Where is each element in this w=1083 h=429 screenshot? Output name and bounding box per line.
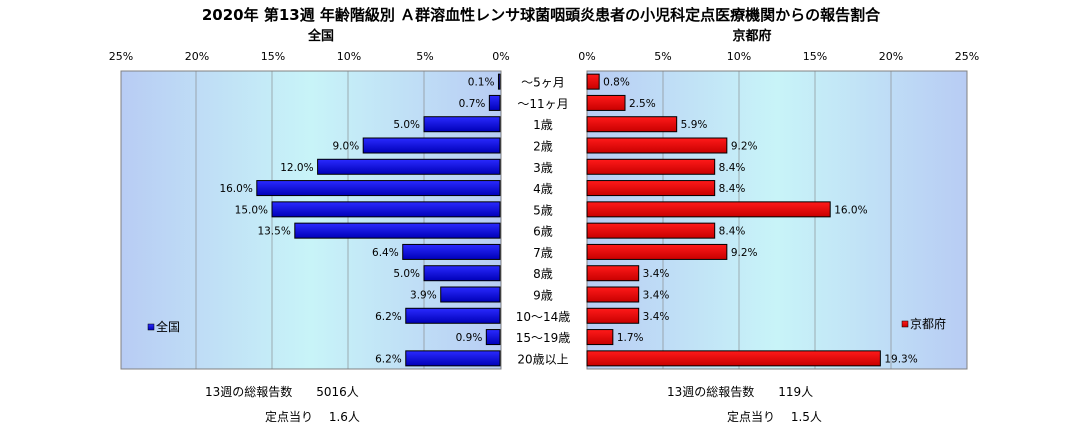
- left-bar: [317, 158, 501, 175]
- right-bar: [586, 329, 614, 346]
- right-bar: [586, 73, 600, 90]
- right-data-label: 2.5%: [629, 98, 656, 110]
- left-data-label: 6.2%: [375, 353, 402, 365]
- left-tick-label: 0%: [492, 50, 509, 63]
- left-data-label: 15.0%: [235, 204, 268, 216]
- left-data-label: 0.9%: [456, 332, 483, 344]
- right-data-label: 8.4%: [719, 226, 746, 238]
- category-label: 8歳: [533, 267, 553, 281]
- left-data-label: 13.5%: [257, 226, 290, 238]
- left-tick-label: 20%: [185, 50, 209, 63]
- right-data-label: 3.4%: [643, 311, 670, 323]
- right-data-label: 3.4%: [643, 290, 670, 302]
- category-label: 20歳以上: [517, 352, 568, 366]
- category-label: 9歳: [533, 289, 553, 303]
- right-data-label: 5.9%: [681, 119, 708, 131]
- right-data-label: 9.2%: [731, 141, 758, 153]
- left-data-label: 5.0%: [393, 268, 420, 280]
- right-tick-label: 10%: [727, 50, 751, 63]
- left-data-label: 9.0%: [333, 141, 360, 153]
- category-label: ～11ヶ月: [517, 97, 568, 111]
- right-bar: [586, 137, 728, 154]
- category-label: 3歳: [533, 161, 553, 175]
- left-data-label: 16.0%: [219, 183, 252, 195]
- right-per-point: 定点当り 1.5人: [727, 409, 822, 424]
- left-bar: [294, 222, 501, 239]
- left-legend-swatch: [147, 323, 155, 331]
- left-bar: [497, 73, 501, 90]
- left-bar: [256, 180, 501, 197]
- right-bar: [586, 307, 640, 324]
- left-data-label: 5.0%: [393, 119, 420, 131]
- category-label: ～5ヶ月: [521, 76, 565, 90]
- left-bar: [440, 286, 501, 303]
- left-data-label: 12.0%: [280, 162, 313, 174]
- right-data-label: 1.7%: [617, 332, 644, 344]
- right-total-reports: 13週の総報告数 119人: [667, 384, 813, 399]
- right-data-label: 9.2%: [731, 247, 758, 259]
- left-bar: [405, 307, 501, 324]
- right-bar: [586, 222, 716, 239]
- category-label: 1歳: [533, 118, 553, 132]
- left-plot-area: 25% 20% 15% 10% 5% 0% 0.1% 0.7% 5.0% 9.0% 12.0% 16.…: [109, 50, 510, 370]
- right-tick-label: 0%: [578, 50, 595, 63]
- left-bar: [271, 201, 501, 218]
- right-bar: [586, 350, 881, 367]
- category-label: 6歳: [533, 225, 553, 239]
- right-plot-area: 0% 5% 10% 15% 20% 25% 0.8% 2.5% 5.9% 9.2% 8.4% 8.4%…: [578, 50, 979, 370]
- left-data-label: 6.4%: [372, 247, 399, 259]
- right-legend-swatch: [901, 320, 909, 328]
- right-data-label: 19.3%: [884, 353, 917, 365]
- left-bar: [423, 116, 501, 133]
- left-tick-label: 15%: [261, 50, 285, 63]
- left-data-label: 3.9%: [410, 290, 437, 302]
- right-bar: [586, 94, 626, 111]
- right-data-label: 0.8%: [603, 77, 630, 89]
- left-bar: [362, 137, 501, 154]
- right-tick-label: 5%: [654, 50, 671, 63]
- left-bar: [423, 265, 501, 282]
- category-label: 10～14歳: [516, 310, 571, 324]
- right-data-label: 8.4%: [719, 162, 746, 174]
- right-data-label: 16.0%: [834, 204, 867, 216]
- left-total-reports: 13週の総報告数 5016人: [205, 384, 359, 399]
- left-legend: 全国: [147, 319, 180, 334]
- right-legend-label: 京都府: [910, 316, 946, 331]
- left-bar: [405, 350, 501, 367]
- right-data-label: 8.4%: [719, 183, 746, 195]
- left-per-point: 定点当り 1.6人: [265, 409, 360, 424]
- right-tick-label: 15%: [803, 50, 827, 63]
- left-bar: [488, 94, 501, 111]
- left-tick-label: 5%: [416, 50, 433, 63]
- category-label: 7歳: [533, 246, 553, 260]
- right-legend: 京都府: [901, 316, 946, 331]
- right-bar: [586, 201, 831, 218]
- category-labels: ～5ヶ月 ～11ヶ月 1歳 2歳 3歳 4歳 5歳 6歳 7歳 8歳 9歳 10～14歳 15～19歳 2…: [516, 76, 571, 367]
- left-legend-label: 全国: [156, 319, 180, 334]
- left-data-label: 0.1%: [468, 77, 495, 89]
- category-label: 2歳: [533, 140, 553, 154]
- category-label: 4歳: [533, 182, 553, 196]
- right-bar: [586, 265, 640, 282]
- left-tick-label: 10%: [337, 50, 361, 63]
- right-subtitle: 京都府: [732, 28, 771, 44]
- right-bar: [586, 243, 728, 260]
- right-bar: [586, 158, 716, 175]
- left-bar: [485, 329, 501, 346]
- right-bar: [586, 286, 640, 303]
- chart-title: 2020年 第13週 年齢階級別 Ａ群溶血性レンサ球菌咽頭炎患者の小児科定点医療…: [202, 6, 881, 24]
- left-data-label: 6.2%: [375, 311, 402, 323]
- right-tick-label: 25%: [955, 50, 979, 63]
- left-bar: [402, 243, 501, 260]
- right-tick-label: 20%: [879, 50, 903, 63]
- left-subtitle: 全国: [307, 28, 334, 44]
- right-data-label: 3.4%: [643, 268, 670, 280]
- category-label: 15～19歳: [516, 331, 571, 345]
- right-bar: [586, 116, 678, 133]
- right-bar: [586, 180, 716, 197]
- left-data-label: 0.7%: [459, 98, 486, 110]
- category-label: 5歳: [533, 203, 553, 217]
- left-tick-label: 25%: [109, 50, 133, 63]
